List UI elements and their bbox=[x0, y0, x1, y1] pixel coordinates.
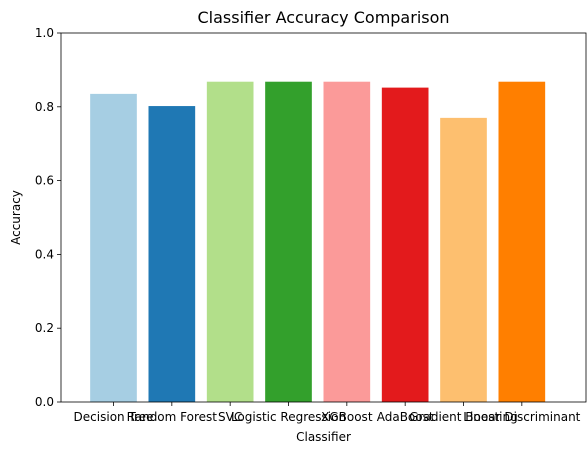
x-axis-label: Classifier bbox=[296, 430, 351, 444]
x-tick-label: AdaBoost bbox=[377, 410, 434, 424]
y-tick-label: 0.8 bbox=[35, 100, 54, 114]
chart-title: Classifier Accuracy Comparison bbox=[197, 8, 449, 27]
bars-group bbox=[90, 81, 546, 403]
bar-decision-tree bbox=[90, 93, 137, 402]
bar-adaboost bbox=[381, 87, 429, 402]
y-tick-label: 0.0 bbox=[35, 395, 54, 409]
x-tick-label: SVC bbox=[218, 410, 242, 424]
x-tick-label: XGBoost bbox=[321, 410, 373, 424]
x-tick-label: Decision Tree bbox=[74, 410, 154, 424]
x-tick-label: Random Forest bbox=[127, 410, 218, 424]
bar-gradient-boosting bbox=[440, 117, 487, 403]
x-tick-label: Logistic Regression bbox=[231, 410, 346, 424]
y-axis-ticks: 0.0 0.2 0.4 0.6 0.8 1.0 bbox=[35, 26, 61, 409]
y-tick-label: 0.6 bbox=[35, 174, 54, 188]
bar-random-forest bbox=[148, 106, 196, 402]
y-tick-label: 0.2 bbox=[35, 321, 54, 335]
bar-xgboost bbox=[323, 81, 371, 402]
y-tick-label: 0.4 bbox=[35, 247, 54, 261]
x-tick-label: Gradient Boosting bbox=[409, 410, 517, 424]
axes-spines bbox=[60, 32, 587, 403]
y-axis-label: Accuracy bbox=[9, 190, 23, 245]
bar-logistic-regression bbox=[265, 81, 312, 402]
axes-frame bbox=[60, 32, 587, 403]
x-tick-label: Linear Discriminant bbox=[463, 410, 580, 424]
bar-linear-discriminant bbox=[498, 81, 546, 402]
y-tick-label: 1.0 bbox=[35, 26, 54, 40]
bar-svc bbox=[206, 81, 254, 402]
